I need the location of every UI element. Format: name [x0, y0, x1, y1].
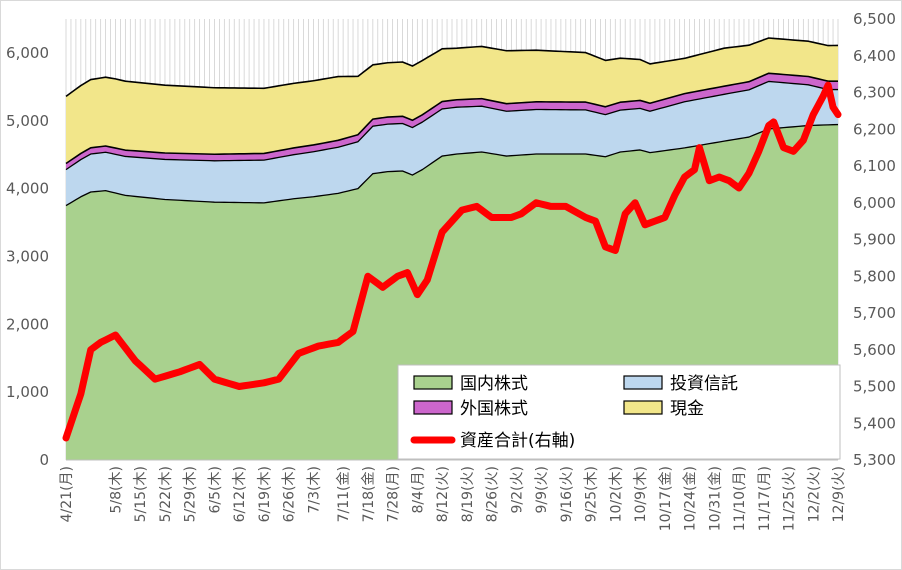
legend-cash-label: 現金	[670, 399, 704, 419]
left-tick-label: 3,000	[6, 247, 49, 265]
right-tick-label: 5,700	[853, 304, 896, 322]
right-tick-label: 6,200	[853, 120, 896, 138]
left-tick-label: 0	[39, 451, 49, 469]
x-tick-label: 7/11(金)	[336, 466, 352, 522]
x-tick-label: 12/2(火)	[806, 466, 822, 522]
legend-investment-trust-swatch	[623, 375, 663, 390]
legend-investment-trust-label: 投資信託	[670, 374, 738, 394]
x-tick-label: 10/17(金)	[658, 466, 674, 531]
x-tick-label: 11/25(火)	[782, 466, 798, 531]
area-investment-trust	[66, 81, 838, 206]
left-tick-label: 1,000	[6, 383, 49, 401]
x-tick-label: 11/17(月)	[757, 466, 773, 531]
right-tick-label: 6,100	[853, 157, 896, 175]
x-tick-label: 9/9(火)	[534, 466, 550, 513]
total-assets-line	[62, 81, 842, 442]
x-tick-label: 8/12(火)	[435, 466, 451, 522]
x-tick-label: 6/19(木)	[257, 466, 273, 522]
right-tick-label: 6,400	[853, 47, 896, 65]
area-foreign-stocks	[66, 73, 838, 170]
right-tick-label: 5,800	[853, 267, 896, 285]
legend-cash-swatch	[623, 400, 663, 415]
left-tick-label: 6,000	[6, 44, 49, 62]
x-tick-label: 7/28(月)	[386, 466, 402, 522]
legend-foreign-stocks-swatch	[413, 400, 453, 415]
x-tick-label: 10/2(木)	[608, 466, 624, 522]
x-tick-label: 6/5(木)	[207, 466, 223, 513]
edge-foreign	[65, 72, 839, 165]
right-tick-label: 5,600	[853, 341, 896, 359]
axes: 0 1,000 2,000 3,000 4,000 5,000 6,000 5,300 5,40…	[6, 10, 896, 531]
x-tick-label: 9/16(火)	[559, 466, 575, 522]
area-cash	[66, 38, 838, 164]
x-tick-label: 11/10(月)	[732, 466, 748, 531]
x-tick-label: 10/31(金)	[707, 466, 723, 531]
x-tick-label: 12/9(火)	[831, 466, 847, 522]
x-tick-label: 8/26(火)	[485, 466, 501, 522]
edge-cash	[65, 37, 839, 97]
legend-domestic-stocks-swatch	[413, 375, 453, 390]
x-tick-label: 4/21(月)	[59, 466, 75, 522]
right-tick-label: 5,500	[853, 378, 896, 396]
total-line-layer	[62, 81, 842, 442]
x-tick-label: 10/9(木)	[633, 466, 649, 522]
legend-box	[397, 364, 841, 460]
x-tick-label: 5/15(木)	[133, 466, 149, 522]
legend-domestic-stocks-label: 国内株式	[460, 374, 528, 394]
x-tick-label: 7/18(金)	[361, 466, 377, 522]
right-tick-label: 5,300	[853, 451, 896, 469]
x-tick-label: 7/3(木)	[306, 466, 322, 513]
x-tick-label: 6/26(木)	[282, 466, 298, 522]
left-tick-label: 4,000	[6, 180, 49, 198]
x-tick-label: 5/22(木)	[158, 466, 174, 522]
legend-foreign-stocks-label: 外国株式	[460, 399, 528, 419]
right-tick-label: 5,900	[853, 231, 896, 249]
left-tick-label: 2,000	[6, 315, 49, 333]
x-tick-label: 8/19(火)	[460, 466, 476, 522]
x-tick-label: 8/4(月)	[410, 466, 426, 513]
x-tick-label: 5/29(木)	[183, 466, 199, 522]
edge-domestic	[65, 123, 839, 207]
legend-total-label: 資産合計(右軸)	[460, 431, 575, 451]
right-tick-label: 5,400	[853, 414, 896, 432]
left-tick-label: 5,000	[6, 112, 49, 130]
x-tick-label: 6/12(木)	[232, 466, 248, 522]
right-tick-label: 6,500	[853, 10, 896, 28]
right-tick-label: 6,300	[853, 84, 896, 102]
x-tick-label: 9/25(木)	[584, 466, 600, 522]
x-tick-label: 9/2(火)	[509, 466, 525, 513]
right-tick-label: 6,000	[853, 194, 896, 212]
x-tick-label: 5/8(木)	[108, 466, 124, 513]
edge-trust	[65, 80, 838, 171]
x-tick-label: 10/24(金)	[683, 466, 699, 531]
